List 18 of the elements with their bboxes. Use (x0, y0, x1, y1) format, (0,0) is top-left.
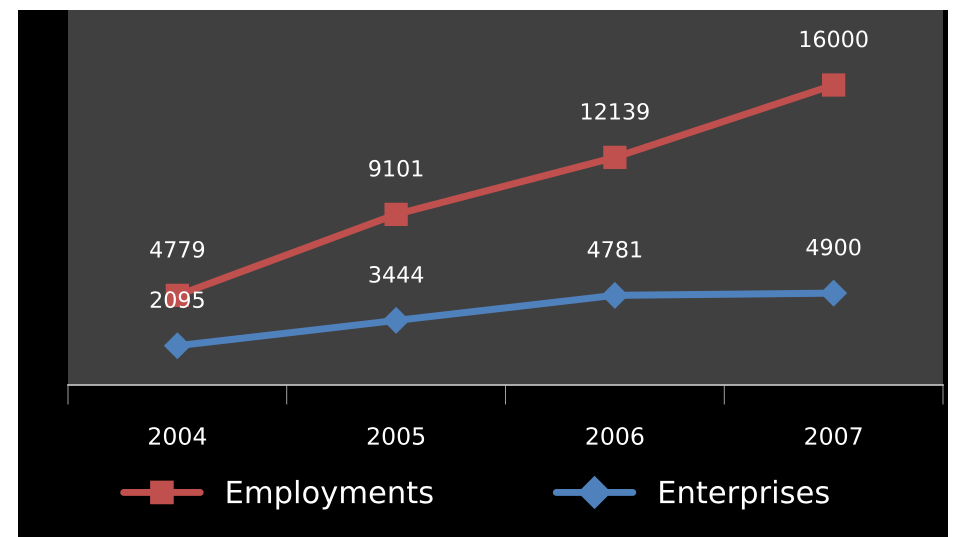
legend-label: Employments (228, 480, 433, 510)
point (164, 332, 191, 360)
x-tick-label: 2007 (805, 427, 862, 445)
data-label: 16000 (800, 30, 868, 48)
data-label: 12139 (582, 102, 649, 120)
x-tick-label: 2004 (149, 427, 206, 445)
data-label: 9101 (369, 160, 422, 177)
point (603, 146, 627, 170)
point (382, 307, 410, 334)
data-label: 3444 (370, 266, 424, 283)
x-tick-label: 2005 (368, 427, 424, 445)
data-label: 4900 (806, 238, 860, 256)
data-label: 4779 (150, 240, 204, 258)
x-tick-label: 2006 (586, 427, 644, 445)
legend-label: Enterprises (660, 480, 829, 510)
point (822, 73, 846, 97)
data-label: 4781 (588, 240, 642, 258)
point (384, 202, 408, 226)
